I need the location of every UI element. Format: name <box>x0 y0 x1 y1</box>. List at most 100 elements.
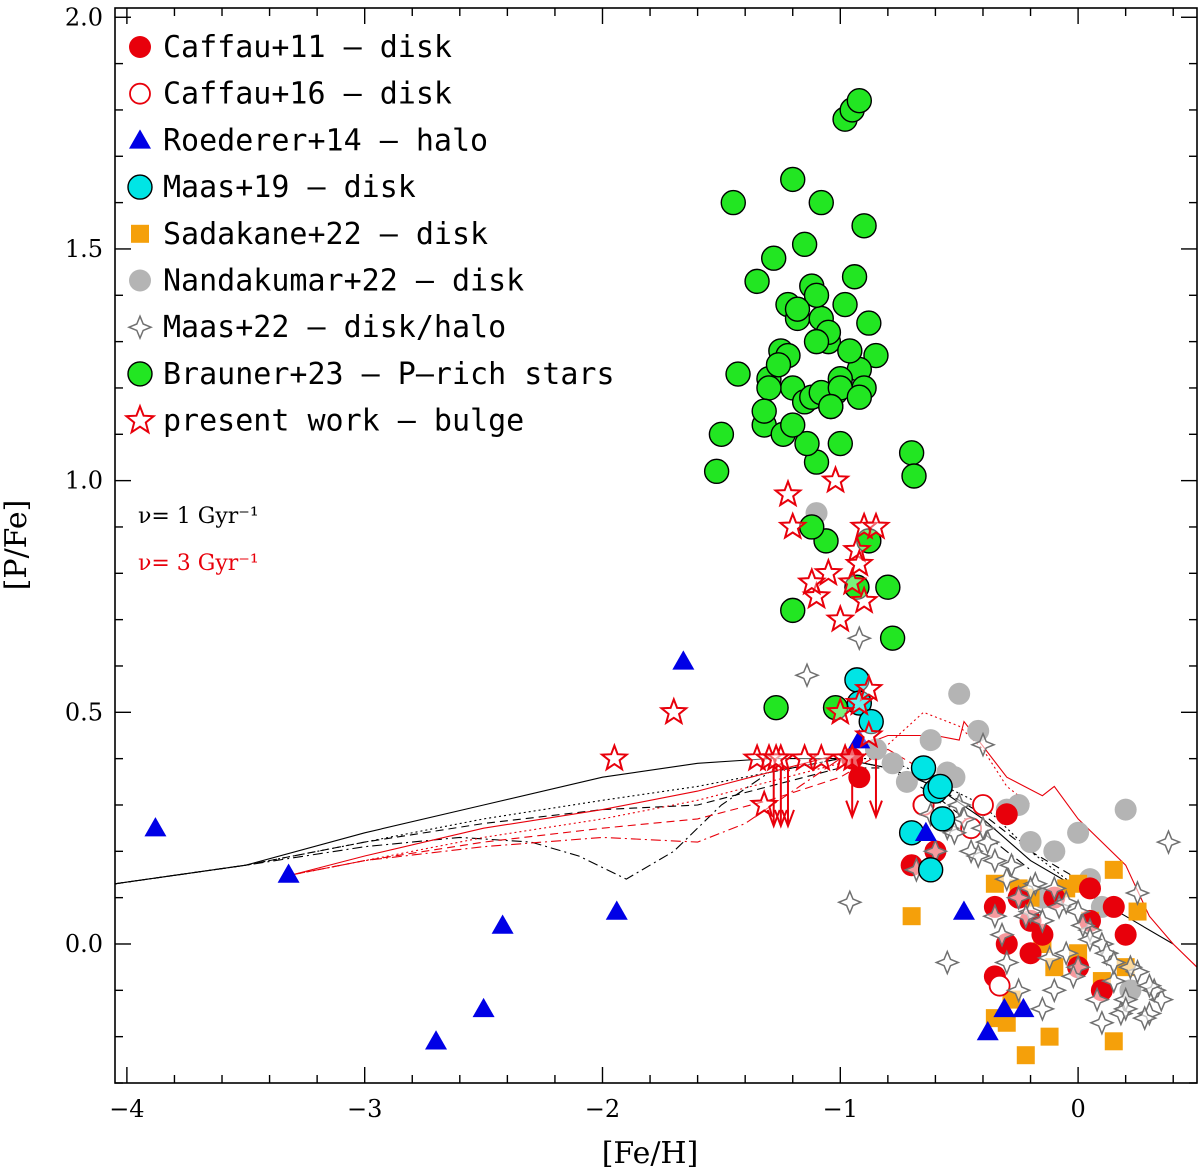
data-point <box>832 291 858 318</box>
data-point <box>927 773 953 800</box>
data-point <box>808 189 834 216</box>
data-point <box>875 574 901 600</box>
data-point <box>1112 995 1139 1022</box>
x-tick-label: −4 <box>109 1095 144 1123</box>
legend-label: Caffau+16 – disk <box>163 77 452 112</box>
x-tick-label: −2 <box>585 1095 620 1123</box>
legend-item: present work – bulge <box>123 403 524 439</box>
legend-label: Maas+22 – disk/halo <box>163 310 506 345</box>
model-line-8 <box>293 758 841 876</box>
data-point <box>144 817 167 837</box>
model-line-5 <box>293 720 1198 968</box>
data-point <box>1104 860 1123 879</box>
data-point <box>1117 954 1144 981</box>
data-point <box>952 900 975 920</box>
data-point <box>1053 940 1080 967</box>
data-point <box>989 921 1015 948</box>
data-point <box>1053 889 1080 916</box>
data-point <box>837 566 868 596</box>
data-point <box>1128 902 1147 921</box>
data-point <box>974 829 1001 856</box>
axis-tick-labels: −4 −3 −2 −1 0 0.0 0.5 1.0 1.5 2.0 <box>65 3 1086 1123</box>
legend-item: Caffau+11 – disk <box>129 30 452 65</box>
data-point <box>793 662 821 689</box>
data-point <box>1088 1009 1115 1036</box>
data-point <box>744 268 770 295</box>
data-point <box>760 742 792 772</box>
data-point <box>801 580 832 610</box>
data-point <box>846 625 873 652</box>
data-point <box>1029 907 1056 934</box>
legend-label: Roederer+14 – halo <box>163 123 488 158</box>
data-point <box>1102 895 1125 918</box>
y-tick-label: 0.5 <box>65 698 103 726</box>
data-point <box>803 328 830 355</box>
series-3 <box>144 650 1035 1050</box>
x-axis-label: [Fe/H] <box>602 1136 699 1171</box>
data-point <box>425 1030 448 1050</box>
data-points <box>144 87 1182 1065</box>
data-point <box>1012 903 1039 930</box>
data-point <box>708 421 735 447</box>
legend-item: Maas+22 – disk/halo <box>127 310 506 345</box>
data-point <box>1005 977 1032 1004</box>
data-point <box>794 430 820 457</box>
data-point <box>725 361 751 387</box>
data-point <box>796 566 827 596</box>
data-point <box>836 889 863 916</box>
data-point <box>825 603 856 633</box>
data-point <box>948 682 971 705</box>
data-point <box>967 719 990 742</box>
legend-marker <box>129 82 151 105</box>
data-point <box>881 752 904 775</box>
x-tick-label: −3 <box>347 1095 382 1123</box>
data-point <box>825 696 856 726</box>
data-point <box>998 852 1025 879</box>
legend-marker <box>129 129 151 149</box>
plot-frame <box>114 7 1198 1084</box>
data-point <box>901 463 927 489</box>
data-point <box>976 1021 999 1041</box>
data-point <box>605 900 628 920</box>
data-point <box>981 847 1008 874</box>
series-10 <box>766 758 883 829</box>
data-point <box>784 296 811 322</box>
data-point <box>853 719 884 749</box>
data-point <box>863 342 889 369</box>
data-point <box>929 806 956 832</box>
data-point <box>1100 949 1127 976</box>
data-point <box>277 863 300 883</box>
data-point <box>1078 877 1101 900</box>
legend-marker <box>123 403 157 435</box>
legend-item: Caffau+16 – disk <box>129 77 452 112</box>
data-point <box>856 310 882 336</box>
data-point <box>803 282 830 308</box>
data-point <box>1029 995 1056 1022</box>
data-point <box>799 514 825 540</box>
data-point <box>934 949 961 976</box>
data-point <box>902 907 921 926</box>
series-4 <box>844 667 956 883</box>
data-point <box>777 511 808 540</box>
series-8 <box>703 87 927 721</box>
data-point <box>1067 821 1090 844</box>
data-point <box>917 857 944 883</box>
data-point <box>1040 1027 1059 1046</box>
annotation-nu-3: ν= 3 Gyr⁻¹ <box>138 551 259 576</box>
data-point <box>1136 972 1163 999</box>
legend-label: Sadakane+22 – disk <box>163 217 488 252</box>
data-point <box>864 738 887 761</box>
data-point <box>1019 831 1042 854</box>
data-point <box>818 393 844 420</box>
legend-label: Nandakumar+22 – disk <box>163 264 524 299</box>
data-point <box>1100 968 1127 995</box>
data-point <box>780 166 806 193</box>
data-point <box>844 687 875 716</box>
data-point <box>869 758 883 820</box>
data-point <box>914 821 937 842</box>
data-point <box>751 398 777 424</box>
data-point <box>1005 884 1032 911</box>
legend-item: Sadakane+22 – disk <box>131 217 488 252</box>
legend: Caffau+11 – disk Caffau+16 – disk Roederer… <box>123 30 615 439</box>
data-point <box>849 585 880 614</box>
